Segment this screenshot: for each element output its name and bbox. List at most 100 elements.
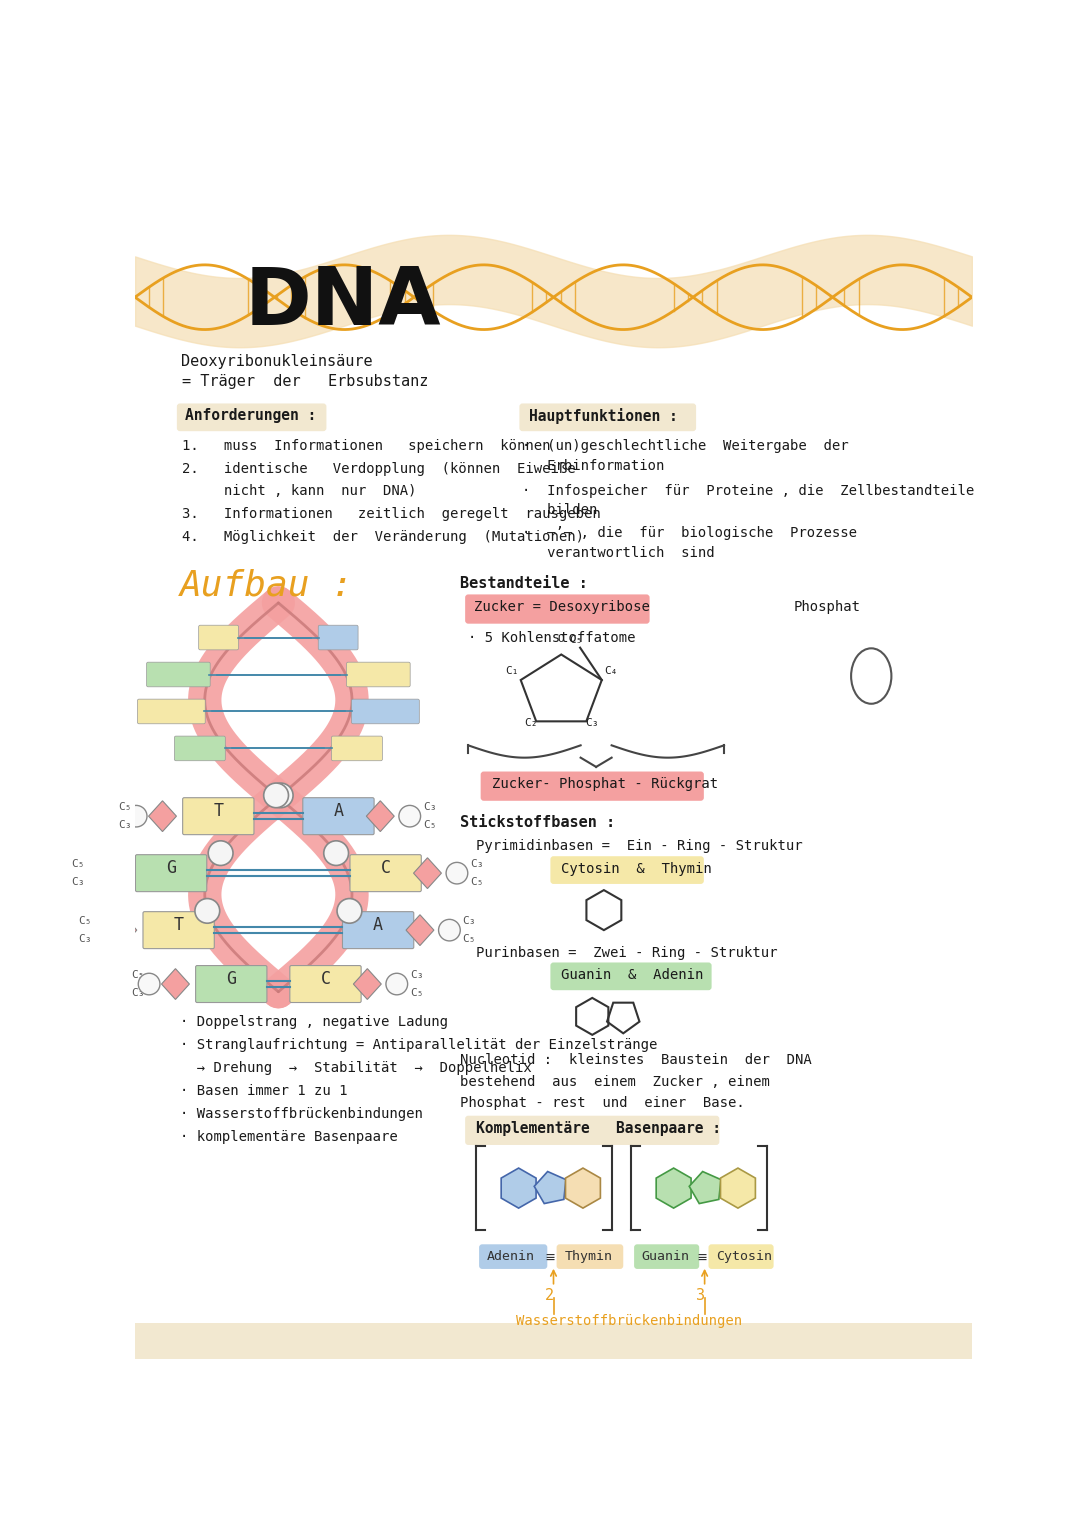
Text: C₃: C₃ [423, 802, 436, 812]
FancyBboxPatch shape [551, 962, 712, 989]
Text: C₃: C₃ [119, 820, 132, 831]
FancyBboxPatch shape [137, 699, 205, 724]
Text: Hauptfunktionen :: Hauptfunktionen : [529, 408, 677, 425]
Text: Thymin: Thymin [565, 1249, 612, 1263]
Text: C₃: C₃ [79, 935, 92, 944]
Text: C: C [321, 970, 330, 988]
Circle shape [194, 898, 219, 924]
Text: 3.   Informationen   zeitlich  geregelt  rausgeben: 3. Informationen zeitlich geregelt rausg… [181, 507, 600, 521]
FancyBboxPatch shape [556, 1245, 623, 1269]
Polygon shape [566, 1168, 600, 1208]
Text: C₄: C₄ [604, 666, 618, 676]
Polygon shape [689, 1171, 721, 1203]
Text: C: C [380, 858, 391, 876]
Text: ≡: ≡ [698, 1249, 706, 1264]
FancyBboxPatch shape [465, 1116, 719, 1145]
Text: Phosphat: Phosphat [794, 600, 861, 614]
Text: C₃: C₃ [132, 988, 145, 997]
Text: Komplementäre   Basenpaare :: Komplementäre Basenpaare : [476, 1121, 721, 1136]
Text: Erbinformation: Erbinformation [523, 460, 665, 473]
Text: 3: 3 [697, 1289, 705, 1303]
Circle shape [138, 973, 160, 994]
Polygon shape [657, 1168, 691, 1208]
Polygon shape [501, 1168, 536, 1208]
FancyBboxPatch shape [465, 594, 649, 623]
Text: C₅: C₅ [462, 935, 476, 944]
Text: 4.   Möglichkeit  der  Veränderung  (Mutationen): 4. Möglichkeit der Veränderung (Mutation… [181, 530, 583, 544]
Text: Zucker = Desoxyribose: Zucker = Desoxyribose [474, 600, 650, 614]
Polygon shape [535, 1171, 566, 1203]
Text: → Drehung  →  Stabilität  →  Doppelhelix: → Drehung → Stabilität → Doppelhelix [180, 1061, 531, 1075]
Text: · komplementäre Basenpaare: · komplementäre Basenpaare [180, 1130, 397, 1144]
Text: C₅: C₅ [71, 860, 84, 869]
FancyBboxPatch shape [551, 857, 704, 884]
Polygon shape [149, 800, 176, 832]
Text: C₅: C₅ [569, 635, 583, 646]
Text: nicht , kann  nur  DNA): nicht , kann nur DNA) [181, 484, 416, 498]
Text: G: G [227, 970, 237, 988]
FancyBboxPatch shape [332, 736, 382, 760]
Text: G: G [166, 858, 176, 876]
FancyBboxPatch shape [135, 855, 206, 892]
FancyBboxPatch shape [342, 912, 414, 948]
Circle shape [324, 841, 349, 866]
Text: verantwortlich  sind: verantwortlich sind [523, 547, 715, 560]
Text: Cytosin: Cytosin [716, 1249, 772, 1263]
FancyBboxPatch shape [183, 797, 254, 835]
Text: · Basen immer 1 zu 1: · Basen immer 1 zu 1 [180, 1084, 348, 1098]
FancyBboxPatch shape [147, 663, 211, 687]
Polygon shape [353, 968, 381, 1000]
Text: A: A [334, 802, 343, 820]
Text: O: O [558, 634, 565, 644]
Text: ·  Infospeicher  für  Proteine , die  Zellbestandteile: · Infospeicher für Proteine , die Zellbe… [523, 484, 975, 498]
Text: Stickstoffbasen :: Stickstoffbasen : [460, 814, 616, 829]
Text: C₃: C₃ [470, 860, 484, 869]
Circle shape [125, 805, 147, 828]
FancyBboxPatch shape [199, 625, 239, 651]
Text: Deoxyribonukleinsäure: Deoxyribonukleinsäure [181, 354, 373, 370]
Text: 2.   identische   Verdopplung  (können  Eiweiße: 2. identische Verdopplung (können Eiweiß… [181, 463, 576, 476]
Text: T: T [174, 916, 184, 933]
Polygon shape [162, 968, 189, 1000]
Text: Zucker- Phosphat - Rückgrat: Zucker- Phosphat - Rückgrat [491, 777, 717, 791]
Text: C₅: C₅ [119, 802, 132, 812]
Text: bilden: bilden [523, 502, 598, 516]
Text: A: A [373, 916, 383, 933]
Text: C₃: C₃ [410, 970, 423, 980]
Text: C₃: C₃ [585, 718, 598, 728]
Text: 2: 2 [545, 1289, 554, 1303]
Text: · 5 Kohlenstoffatome: · 5 Kohlenstoffatome [469, 631, 636, 646]
Text: C₃: C₃ [71, 876, 84, 887]
Bar [135, 1322, 972, 1359]
FancyBboxPatch shape [351, 699, 419, 724]
Text: Cytosin  &  Thymin: Cytosin & Thymin [562, 861, 712, 875]
Circle shape [399, 805, 420, 828]
Text: Anforderungen :: Anforderungen : [186, 408, 316, 423]
Circle shape [264, 783, 288, 808]
Text: Adenin: Adenin [487, 1249, 535, 1263]
Text: T: T [214, 802, 224, 820]
Circle shape [337, 898, 362, 924]
Polygon shape [406, 915, 434, 945]
Text: Purinbasen =  Zwei - Ring - Struktur: Purinbasen = Zwei - Ring - Struktur [476, 945, 778, 959]
Text: 1.   muss  Informationen   speichern  können: 1. muss Informationen speichern können [181, 438, 550, 454]
Text: Aufbau :: Aufbau : [180, 568, 354, 602]
FancyBboxPatch shape [302, 797, 374, 835]
FancyBboxPatch shape [350, 855, 421, 892]
Text: C₅: C₅ [132, 970, 145, 980]
Polygon shape [720, 1168, 755, 1208]
FancyBboxPatch shape [708, 1245, 773, 1269]
Text: = Träger  der   Erbsubstanz: = Träger der Erbsubstanz [181, 374, 428, 389]
Text: C₁: C₁ [505, 666, 518, 676]
Circle shape [386, 973, 407, 994]
Text: C₅: C₅ [470, 876, 484, 887]
Circle shape [208, 841, 233, 866]
Text: ≡: ≡ [545, 1249, 555, 1264]
Text: ·  —’— , die  für  biologische  Prozesse: · —’— , die für biologische Prozesse [523, 525, 858, 541]
FancyBboxPatch shape [634, 1245, 699, 1269]
FancyBboxPatch shape [195, 965, 267, 1003]
Text: DNA: DNA [244, 264, 441, 342]
Polygon shape [366, 800, 394, 832]
Circle shape [438, 919, 460, 941]
Text: Bestandteile :: Bestandteile : [460, 576, 589, 591]
